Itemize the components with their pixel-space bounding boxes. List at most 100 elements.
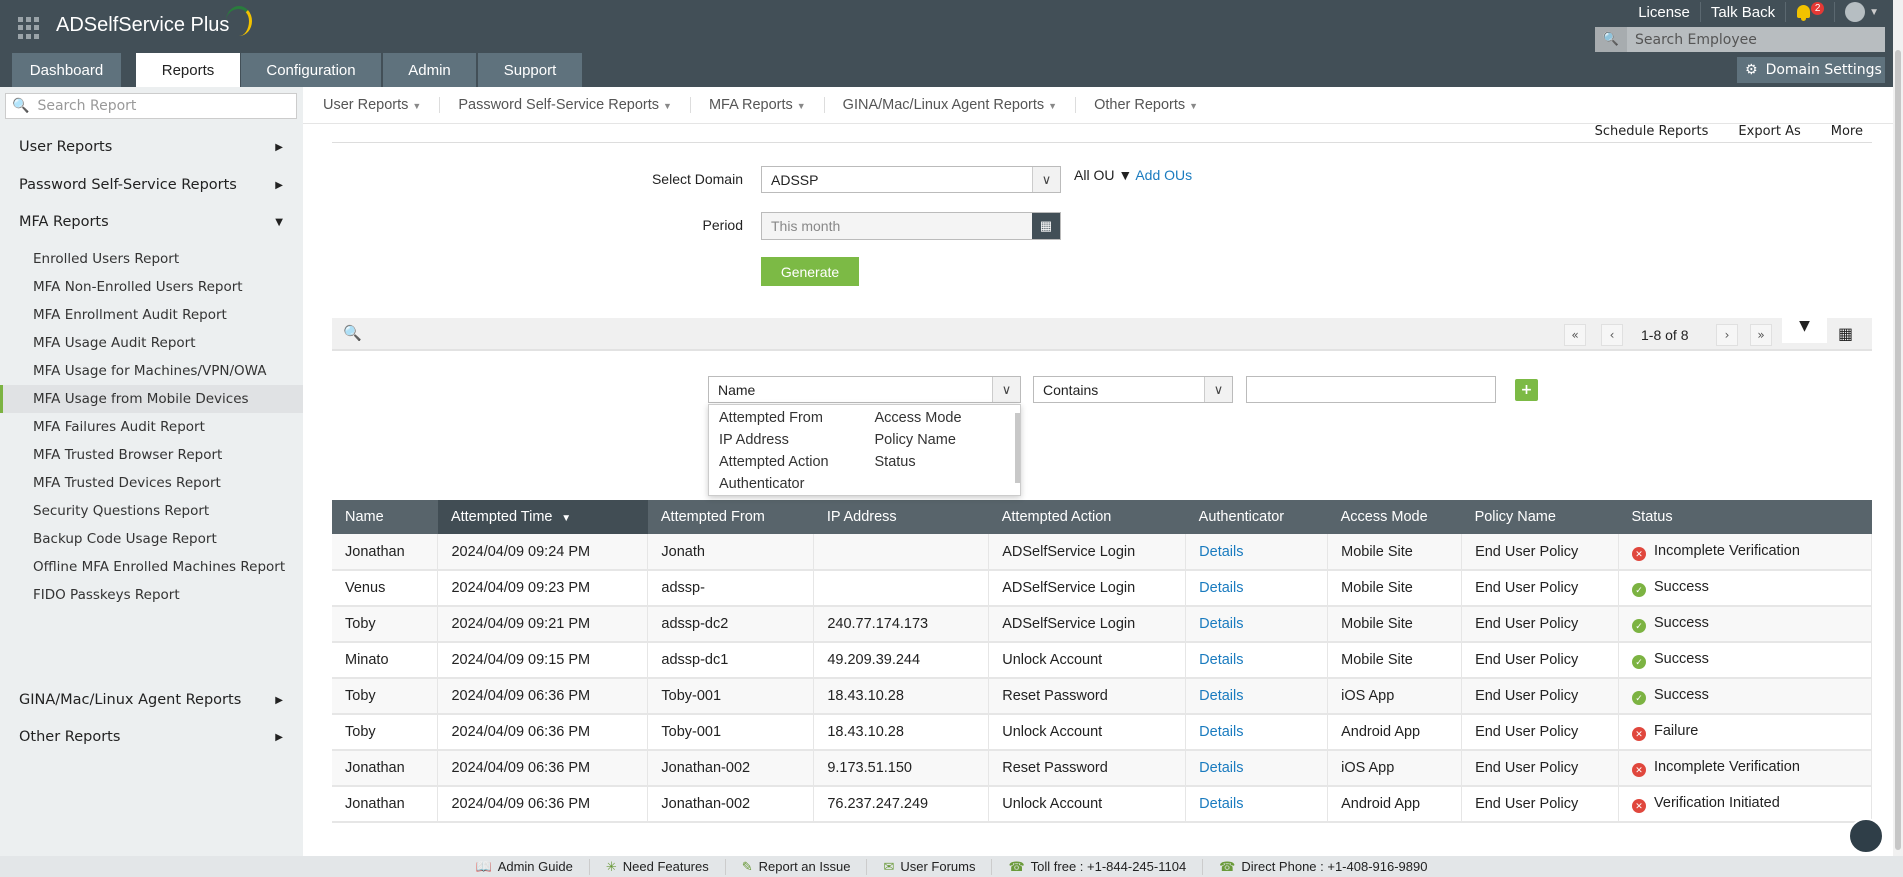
- column-header[interactable]: IP Address: [813, 500, 989, 534]
- period-input[interactable]: This month ▦: [761, 212, 1061, 240]
- sidebar-group-password-reports[interactable]: Password Self-Service Reports ▶: [0, 170, 303, 200]
- sidebar-item[interactable]: MFA Usage Audit Report: [33, 335, 196, 351]
- chevron-down-icon[interactable]: ▼: [1869, 6, 1879, 18]
- sidebar-item[interactable]: MFA Non-Enrolled Users Report: [33, 279, 243, 295]
- search-icon[interactable]: 🔍: [1595, 27, 1627, 52]
- sidebar-item[interactable]: MFA Trusted Devices Report: [33, 475, 221, 491]
- column-header[interactable]: Attempted Action: [988, 500, 1186, 534]
- employee-search[interactable]: 🔍 Search Employee: [1595, 27, 1885, 52]
- table-cell: Reset Password: [988, 678, 1187, 715]
- domain-select[interactable]: ADSSP ∨: [761, 166, 1061, 193]
- tab-configuration[interactable]: Configuration: [241, 53, 381, 87]
- sidebar-item[interactable]: Backup Code Usage Report: [33, 531, 217, 547]
- error-icon: ✕: [1632, 727, 1647, 741]
- subnav-user-reports[interactable]: User Reports ▼: [323, 97, 441, 113]
- avatar[interactable]: [1845, 2, 1866, 22]
- footer-link[interactable]: ✳ Need Features: [590, 858, 726, 875]
- filter-value-input[interactable]: [1246, 376, 1496, 403]
- column-header[interactable]: Policy Name: [1461, 500, 1619, 534]
- sidebar-item[interactable]: MFA Usage for Machines/VPN/OWA: [33, 363, 267, 379]
- dropdown-option[interactable]: Policy Name: [874, 432, 956, 448]
- dropdown-option[interactable]: Attempted Action: [719, 454, 829, 470]
- chevron-down-icon[interactable]: ∨: [1204, 377, 1232, 402]
- chevron-down-icon[interactable]: ∨: [1032, 167, 1060, 192]
- sidebar-group-other-reports[interactable]: Other Reports ▶: [0, 722, 303, 752]
- footer-link[interactable]: 📖 Admin Guide: [460, 858, 590, 875]
- bell-icon[interactable]: 2: [1796, 2, 1825, 22]
- sidebar-group-mfa-reports[interactable]: MFA Reports ▼: [0, 207, 303, 237]
- sidebar-item[interactable]: Enrolled Users Report: [33, 251, 180, 267]
- chatbot-icon[interactable]: [1848, 818, 1884, 854]
- column-header[interactable]: Attempted From: [647, 500, 814, 534]
- next-page-button[interactable]: ›: [1716, 324, 1738, 346]
- talk-back-link[interactable]: Talk Back: [1710, 3, 1776, 21]
- details-link[interactable]: Details: [1199, 760, 1244, 776]
- table-cell: Mobile Site: [1327, 642, 1463, 679]
- sidebar-group-user-reports[interactable]: User Reports ▶: [0, 132, 303, 162]
- column-header[interactable]: Access Mode: [1327, 500, 1462, 534]
- subnav-mfa-reports[interactable]: MFA Reports ▼: [709, 97, 825, 113]
- chevron-down-icon[interactable]: ∨: [992, 377, 1020, 402]
- sidebar-item[interactable]: FIDO Passkeys Report: [33, 587, 180, 603]
- footer-link[interactable]: ✉ User Forums: [867, 858, 993, 875]
- more-button[interactable]: More: [1830, 124, 1863, 139]
- tab-support[interactable]: Support: [478, 53, 582, 87]
- add-filter-button[interactable]: +: [1515, 379, 1538, 401]
- dropdown-scrollbar[interactable]: [1015, 413, 1020, 483]
- filter-operator-select[interactable]: Contains ∨: [1033, 376, 1233, 403]
- page-scrollbar[interactable]: [1893, 0, 1903, 856]
- details-link[interactable]: Details: [1199, 724, 1244, 740]
- dropdown-option[interactable]: Authenticator: [719, 476, 805, 492]
- subnav-password-reports[interactable]: Password Self-Service Reports ▼: [458, 97, 691, 113]
- dropdown-option[interactable]: Access Mode: [874, 410, 962, 426]
- details-link[interactable]: Details: [1199, 796, 1244, 812]
- details-link[interactable]: Details: [1199, 616, 1244, 632]
- column-header[interactable]: Attempted Time ▼: [437, 500, 648, 534]
- sidebar-item[interactable]: MFA Trusted Browser Report: [33, 447, 223, 463]
- column-header[interactable]: Name: [332, 500, 438, 534]
- dropdown-option[interactable]: Status: [874, 454, 916, 470]
- sidebar-item[interactable]: MFA Enrollment Audit Report: [33, 307, 227, 323]
- last-page-button[interactable]: »: [1750, 324, 1772, 346]
- footer-link[interactable]: ✎ Report an Issue: [726, 858, 868, 875]
- sidebar-item[interactable]: MFA Failures Audit Report: [33, 419, 205, 435]
- table-cell: 2024/04/09 09:21 PM: [437, 606, 649, 643]
- first-page-button[interactable]: «: [1564, 324, 1586, 346]
- domain-settings-button[interactable]: ⚙ Domain Settings: [1737, 57, 1885, 83]
- add-ous-link[interactable]: Add OUs: [1135, 167, 1193, 183]
- sidebar-item[interactable]: MFA Usage from Mobile Devices: [0, 385, 303, 413]
- dropdown-option[interactable]: IP Address: [719, 432, 789, 448]
- footer-link[interactable]: ☎ Direct Phone : +1-408-916-9890: [1219, 858, 1428, 875]
- tab-reports[interactable]: Reports: [136, 53, 240, 87]
- phone-icon: ☎: [1219, 858, 1236, 874]
- sidebar-item[interactable]: Offline MFA Enrolled Machines Report: [33, 559, 286, 575]
- table-cell: Toby-001: [647, 678, 815, 715]
- table-search-icon[interactable]: 🔍: [343, 324, 362, 342]
- prev-page-button[interactable]: ‹: [1601, 324, 1623, 346]
- filter-toggle-icon[interactable]: ▼: [1782, 310, 1827, 343]
- search-report-input[interactable]: 🔍 Search Report: [5, 93, 297, 119]
- column-header[interactable]: Authenticator: [1185, 500, 1328, 534]
- details-link[interactable]: Details: [1199, 580, 1244, 596]
- calendar-icon[interactable]: ▦: [1032, 213, 1060, 239]
- dropdown-option[interactable]: Attempted From: [719, 410, 823, 426]
- app-grid-icon[interactable]: [18, 17, 40, 39]
- filter-field-select[interactable]: Name ∨: [708, 376, 1021, 403]
- license-link[interactable]: License: [1638, 3, 1690, 21]
- tab-admin[interactable]: Admin: [383, 53, 476, 87]
- sidebar-group-agent-reports[interactable]: GINA/Mac/Linux Agent Reports ▶: [0, 685, 303, 715]
- sidebar-item[interactable]: Security Questions Report: [33, 503, 210, 519]
- details-link[interactable]: Details: [1199, 543, 1244, 560]
- details-link[interactable]: Details: [1199, 652, 1244, 668]
- generate-button[interactable]: Generate: [761, 257, 859, 286]
- column-header[interactable]: Status: [1618, 500, 1872, 534]
- subnav-other-reports[interactable]: Other Reports ▼: [1094, 97, 1199, 113]
- divider: [332, 142, 1872, 143]
- tab-dashboard[interactable]: Dashboard: [12, 53, 121, 87]
- subnav-agent-reports[interactable]: GINA/Mac/Linux Agent Reports ▼: [843, 97, 1077, 113]
- details-link[interactable]: Details: [1199, 688, 1244, 704]
- footer-link[interactable]: ☎ Toll free : +1-844-245-1104: [992, 858, 1204, 875]
- schedule-reports-button[interactable]: Schedule Reports: [1594, 124, 1709, 139]
- export-as-button[interactable]: Export As: [1738, 124, 1801, 139]
- column-chooser-icon[interactable]: ▦: [1838, 324, 1854, 343]
